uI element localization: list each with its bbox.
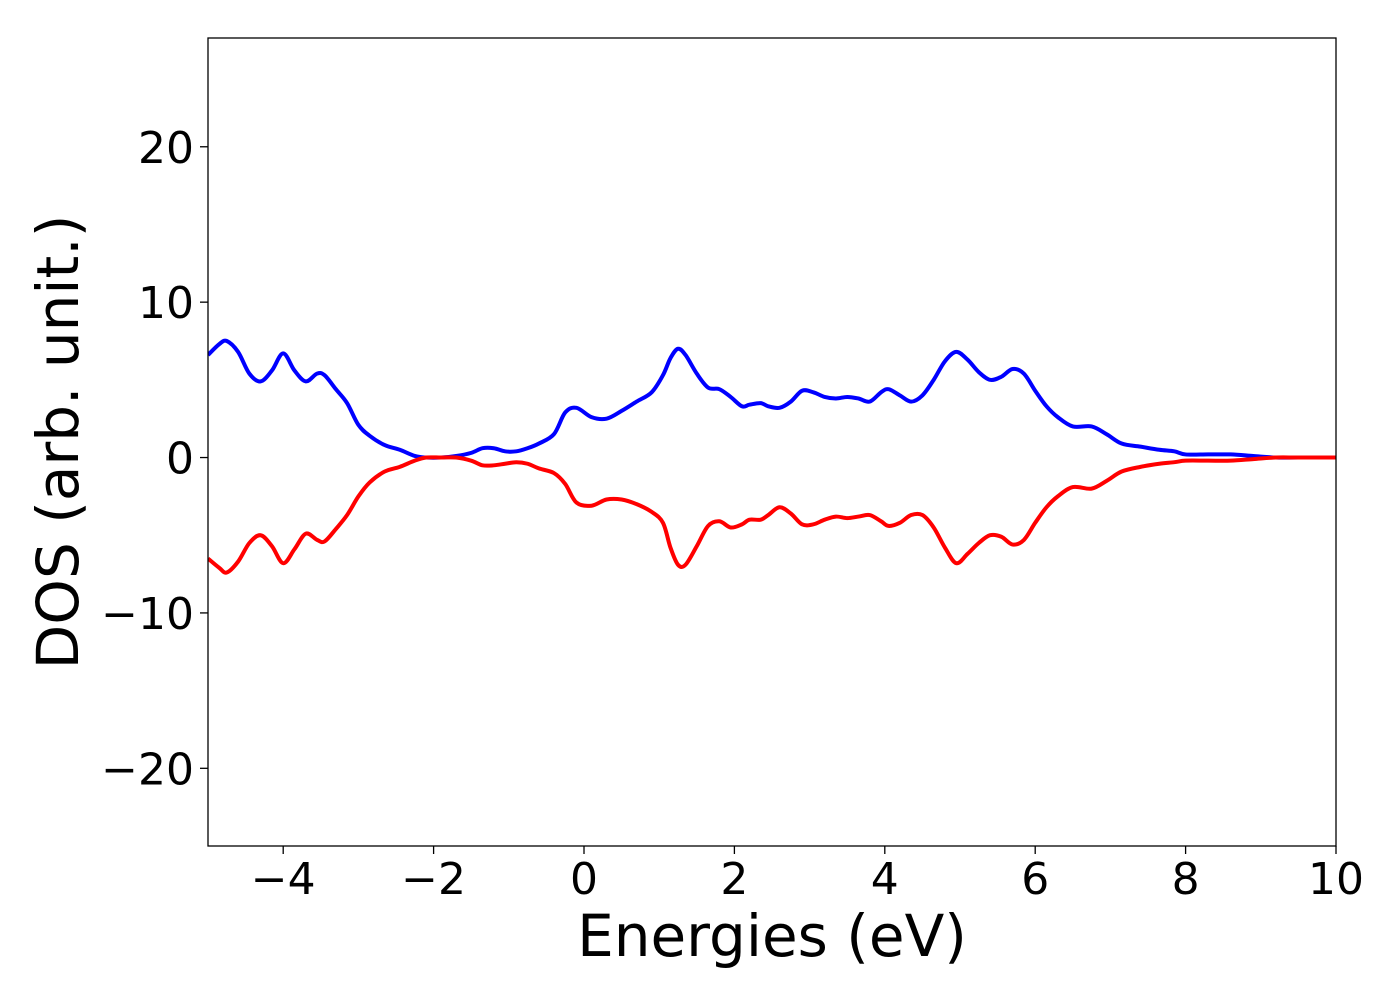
y-tick-label: 20	[138, 123, 194, 174]
y-tick-label: 10	[138, 278, 194, 329]
x-axis-ticks: −4 −2 0 2 4 6 8 10	[251, 846, 1364, 905]
y-tick-label: 0	[166, 434, 194, 485]
x-tick-label: 10	[1308, 854, 1364, 905]
x-tick-label: 2	[720, 854, 748, 905]
dos-series-line-1	[208, 338, 1336, 460]
y-axis-ticks: −20 −10 0 10 20	[101, 123, 208, 795]
x-axis-label: Energies (eV)	[577, 902, 967, 970]
x-tick-label: 8	[1172, 854, 1200, 905]
y-axis-label: DOS (arb. unit.)	[24, 215, 92, 670]
x-tick-label: −4	[251, 854, 316, 905]
x-tick-label: 6	[1021, 854, 1049, 905]
series-layer	[208, 338, 1336, 575]
x-tick-label: 0	[570, 854, 598, 905]
x-tick-label: 4	[871, 854, 899, 905]
x-tick-label: −2	[401, 854, 466, 905]
y-tick-label: −10	[101, 589, 194, 640]
dos-series-line-2	[208, 455, 1336, 575]
y-tick-label: −20	[101, 744, 194, 795]
plot-frame	[207, 37, 1337, 847]
